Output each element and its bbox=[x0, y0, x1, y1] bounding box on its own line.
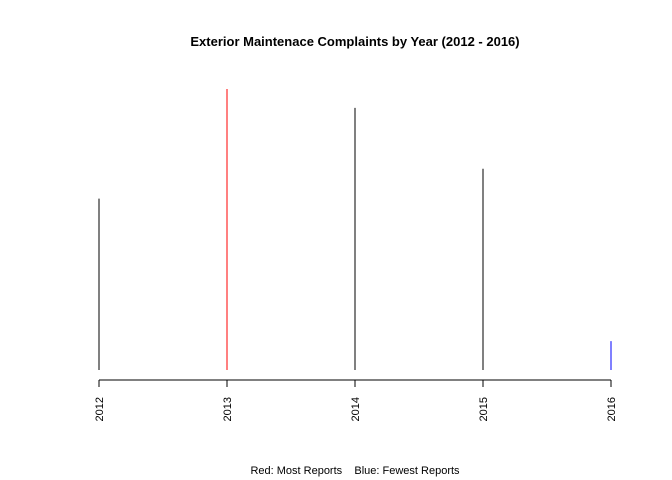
x-tick-label-2014: 2014 bbox=[350, 397, 362, 421]
x-tick-label-2015: 2015 bbox=[478, 397, 490, 421]
x-tick-label-2013: 2013 bbox=[222, 397, 234, 421]
bar-group bbox=[98, 89, 612, 370]
color-legend-note: Red: Most Reports Blue: Fewest Reports bbox=[250, 465, 460, 477]
chart-title: Exterior Maintenace Complaints by Year (… bbox=[190, 34, 519, 49]
x-axis-ticks: 2012 2013 2014 2015 2016 bbox=[94, 380, 618, 421]
x-tick-label-2016: 2016 bbox=[606, 397, 618, 421]
x-tick-label-2012: 2012 bbox=[94, 397, 106, 421]
